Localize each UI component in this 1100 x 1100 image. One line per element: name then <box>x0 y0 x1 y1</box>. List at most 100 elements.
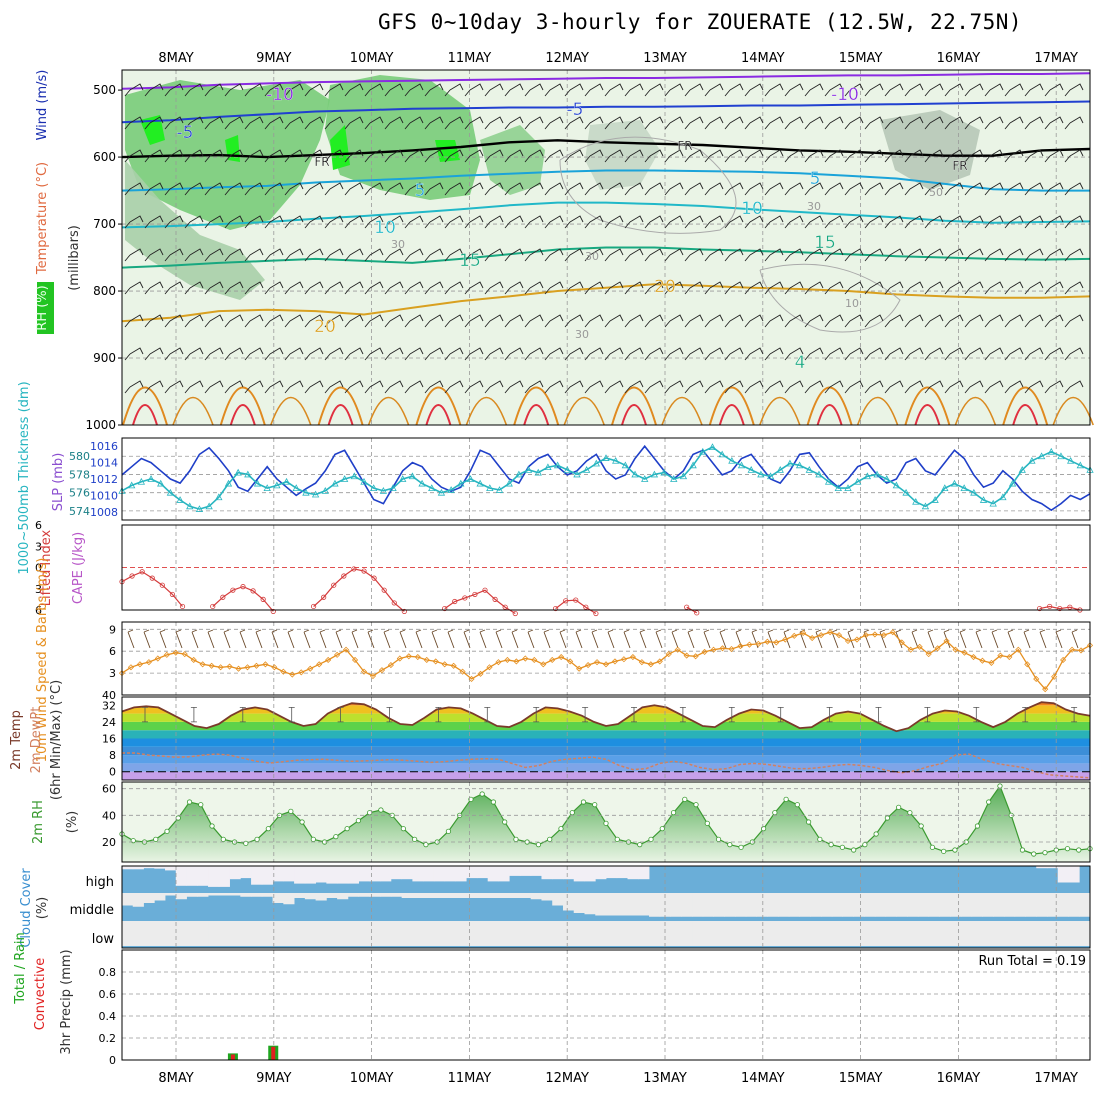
cloud-clear-segment <box>423 921 435 946</box>
wind-barb <box>164 215 184 229</box>
wind-barb <box>684 83 704 97</box>
isotherm-contour <box>513 386 560 426</box>
wind-barb <box>444 116 464 130</box>
thickness-marker <box>1008 479 1017 487</box>
wind-barb <box>124 347 144 361</box>
wind-barb <box>624 380 644 394</box>
wind-speed-marker <box>145 659 152 666</box>
wind-barb <box>684 380 704 394</box>
wind-barb <box>424 149 444 163</box>
wind-barb <box>604 149 624 163</box>
cloud-clear-segment <box>606 866 618 879</box>
minmax-marker <box>582 706 589 723</box>
cloud-clear-segment <box>616 893 628 916</box>
cloud-clear-segment <box>745 921 757 946</box>
wind-barb <box>944 116 964 130</box>
cloud-clear-segment <box>251 893 263 897</box>
wind-barb <box>304 182 324 196</box>
rh-marker <box>941 848 947 854</box>
wind-barb <box>724 215 744 229</box>
upper-air-frame <box>121 69 1091 426</box>
temperature-band <box>122 746 1090 756</box>
wind-barb <box>564 281 584 295</box>
cloud-clear-segment <box>143 893 155 903</box>
thickness-marker <box>486 484 494 492</box>
cloud-clear-segment <box>175 893 187 900</box>
minmax-marker <box>631 706 637 723</box>
wind-speed-marker <box>943 637 950 645</box>
wind-barb <box>424 215 444 229</box>
wind-barb <box>204 149 224 163</box>
wind-barb <box>144 314 164 328</box>
wind-barb <box>144 380 164 394</box>
wind-speed-marker <box>602 661 610 668</box>
wind-barb <box>424 314 444 328</box>
cloud-clear-segment <box>165 921 177 946</box>
date-label-top: 16MAY <box>937 51 981 66</box>
isotherm-contour <box>563 396 605 426</box>
wind-barb <box>324 281 344 295</box>
cloud-clear-segment <box>821 921 833 946</box>
wind-barb <box>984 248 1004 262</box>
wind-barb <box>984 83 1004 97</box>
wind-barb <box>944 83 964 97</box>
cloud-clear-segment <box>724 921 736 946</box>
cloud-clear-segment <box>122 866 134 870</box>
wind-barb <box>284 215 304 229</box>
wind-barb <box>124 182 144 196</box>
wind-speed-marker <box>773 639 780 646</box>
wind-barb <box>224 116 244 130</box>
wind-speed-marker <box>1077 647 1085 654</box>
minmax-marker <box>1022 706 1029 723</box>
rh-marker <box>839 844 845 850</box>
thickness-marker <box>892 481 901 489</box>
cloud-clear-segment <box>638 893 650 916</box>
wind-barb-10m <box>399 629 407 649</box>
thickness-marker <box>699 447 707 455</box>
minmax-marker <box>435 706 442 723</box>
wind-barb <box>884 347 904 361</box>
wind-barb <box>1044 380 1064 394</box>
wind-barb <box>744 116 764 130</box>
wind-barb <box>524 83 544 97</box>
cloud-clear-segment <box>208 893 220 896</box>
lifted-index-marker <box>129 573 135 579</box>
cloud-clear-segment <box>1036 866 1048 869</box>
wind-barb <box>1004 149 1024 163</box>
wind-barb <box>424 182 444 196</box>
cloud-clear-segment <box>186 866 198 886</box>
wind-barb <box>444 281 464 295</box>
cloud-clear-segment <box>939 921 951 946</box>
wind-speed-marker <box>334 651 341 658</box>
wind-speed-marker <box>907 646 914 653</box>
wind-barb <box>704 182 724 196</box>
wind-barb <box>684 116 704 130</box>
isotherm-contour <box>1052 396 1094 426</box>
wind-barb <box>824 215 844 229</box>
rh-label: 50 <box>929 186 943 199</box>
precip-tick-label: 0.2 <box>99 1032 117 1045</box>
rh-frame <box>121 781 1091 863</box>
wind-barb <box>544 149 564 163</box>
wind-tick-label: 40 <box>102 689 116 702</box>
wind-barb <box>544 248 564 262</box>
wind-barb <box>1064 281 1084 295</box>
wind-speed-marker <box>414 653 421 661</box>
wind-barb <box>444 149 464 163</box>
cloud-clear-segment <box>315 866 327 883</box>
isotherm-contour <box>661 396 703 426</box>
wind-barb <box>764 380 784 394</box>
cloud-clear-segment <box>154 893 166 901</box>
cloud-clear-segment <box>132 921 144 946</box>
date-label-bottom: 12MAY <box>545 1071 589 1086</box>
lifted-index-marker <box>583 604 589 610</box>
lifted-index-marker <box>1057 605 1063 612</box>
temperature-line <box>121 701 1091 733</box>
cloud-clear-segment <box>756 921 768 946</box>
thickness-marker <box>815 470 823 478</box>
cloud-clear-segment <box>218 893 230 896</box>
cloud-clear-segment <box>261 866 273 885</box>
wind-barb <box>504 149 524 163</box>
wind-barb <box>604 248 624 262</box>
wind-barb <box>824 281 844 295</box>
